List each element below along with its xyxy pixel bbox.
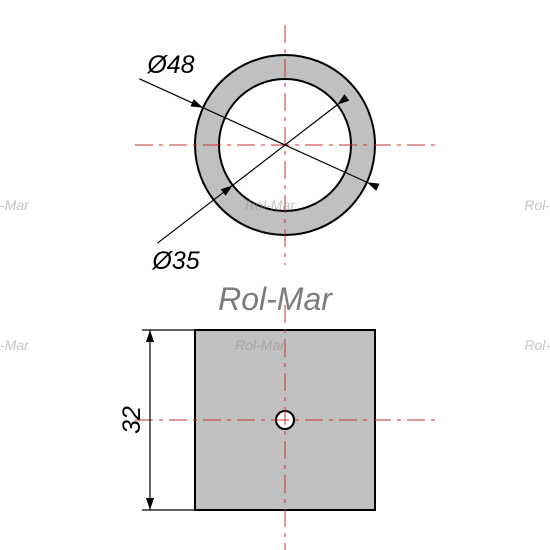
dim-label-inner: Ø35 bbox=[151, 247, 199, 275]
wm-right-mid: Rol- bbox=[524, 337, 550, 353]
wm-left-top: -Mar bbox=[0, 197, 30, 213]
wm-right-top: Rol- bbox=[524, 197, 550, 213]
brand-main: Rol-Mar bbox=[218, 281, 333, 317]
wm-center-mid: Rol-Mar bbox=[235, 337, 286, 353]
wm-left-mid: -Mar bbox=[0, 337, 30, 353]
dim-label-outer: Ø48 bbox=[146, 51, 194, 79]
wm-center-top: Rol-Mar bbox=[245, 197, 296, 213]
dim-label-height: 32 bbox=[118, 406, 146, 434]
